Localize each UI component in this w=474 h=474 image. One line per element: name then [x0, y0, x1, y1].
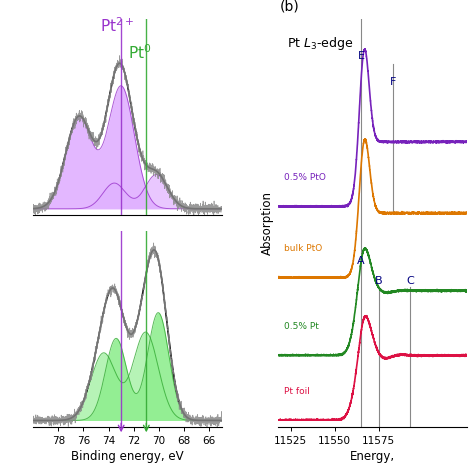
- Text: C: C: [407, 275, 414, 285]
- Text: 0.5% PtO: 0.5% PtO: [283, 173, 326, 182]
- X-axis label: Binding energy, eV: Binding energy, eV: [71, 450, 184, 463]
- Text: (b): (b): [280, 0, 300, 14]
- Text: B: B: [375, 275, 383, 285]
- Text: bulk PtO: bulk PtO: [283, 244, 322, 253]
- Text: Pt $\mathit{L}_3$-edge: Pt $\mathit{L}_3$-edge: [287, 35, 354, 52]
- Text: F: F: [390, 77, 396, 87]
- X-axis label: Energy,: Energy,: [350, 450, 395, 463]
- Y-axis label: Absorption: Absorption: [261, 191, 274, 255]
- Text: E: E: [358, 51, 365, 61]
- Text: A: A: [357, 256, 365, 266]
- Text: Pt foil: Pt foil: [283, 386, 310, 395]
- Text: 0.5% Pt: 0.5% Pt: [283, 322, 319, 331]
- Text: Pt$^{2+}$: Pt$^{2+}$: [100, 16, 135, 35]
- Text: Pt$^{0}$: Pt$^{0}$: [128, 43, 152, 62]
